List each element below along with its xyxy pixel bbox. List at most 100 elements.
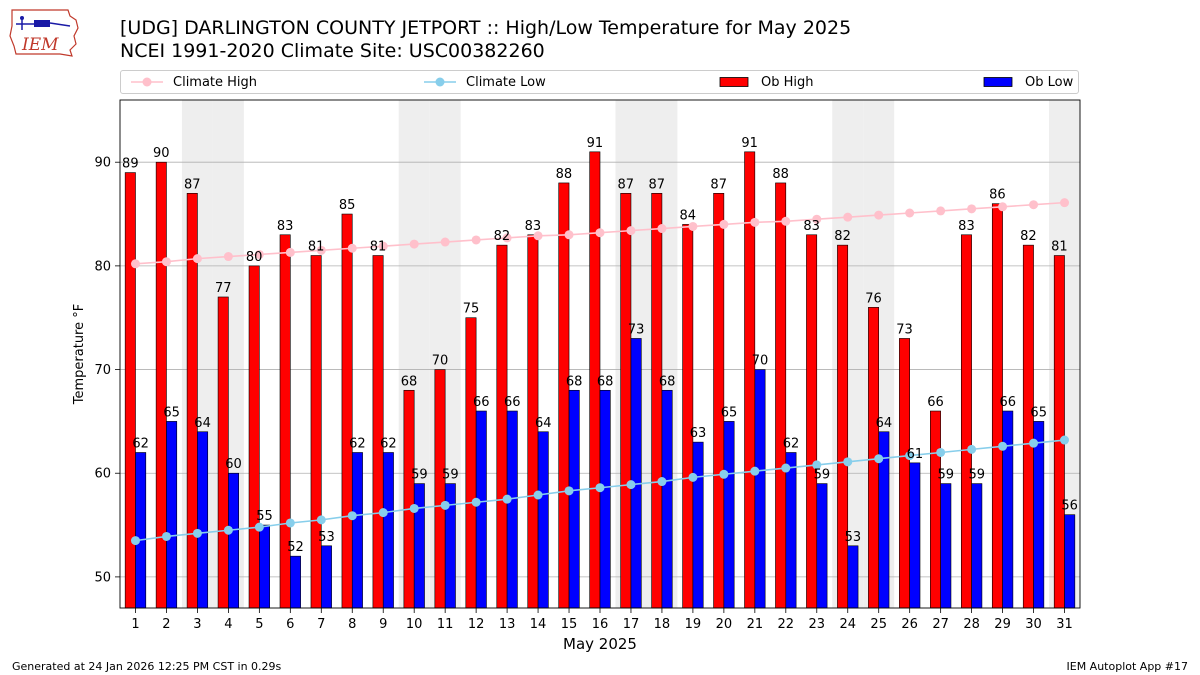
data-label-ob-low: 63 (690, 426, 707, 441)
climate-high-point (1029, 200, 1039, 210)
climate-low-point (161, 531, 171, 541)
data-label-ob-low: 73 (628, 322, 645, 337)
bar-ob-high (930, 410, 941, 609)
x-tick-label: 27 (932, 617, 949, 632)
bar-ob-high (1022, 244, 1034, 609)
climate-high-point (626, 226, 636, 236)
bar-ob-low (1064, 514, 1076, 609)
climate-low-point (936, 447, 946, 457)
y-axis-label: Temperature °F (72, 304, 87, 405)
data-label-ob-high: 86 (989, 188, 1006, 203)
x-tick-label: 29 (994, 617, 1011, 632)
data-label-ob-low: 59 (938, 468, 955, 483)
bar-ob-high (620, 193, 632, 609)
x-tick-label: 22 (778, 617, 795, 632)
y-tick-label: 60 (94, 467, 111, 482)
climate-high-point (347, 243, 357, 253)
x-tick-label: 30 (1025, 617, 1042, 632)
climate-low-point (595, 483, 605, 493)
climate-low-point (967, 444, 977, 454)
x-axis-label: May 2025 (563, 635, 637, 653)
data-label-ob-high: 90 (153, 146, 170, 161)
data-label-ob-high: 83 (803, 219, 820, 234)
data-label-ob-low: 66 (504, 395, 521, 410)
data-label-ob-low: 65 (163, 405, 180, 420)
footer-generated: Generated at 24 Jan 2026 12:25 PM CST in… (12, 660, 282, 673)
climate-high-point (595, 228, 605, 238)
bar-ob-high (558, 182, 570, 609)
data-label-ob-high: 84 (679, 208, 696, 223)
x-tick-label: 8 (348, 617, 356, 632)
bar-ob-low (413, 483, 425, 609)
bar-ob-high (899, 338, 910, 609)
data-label-ob-high: 83 (277, 219, 294, 234)
bar-ob-high (1053, 255, 1065, 609)
bar-ob-high (372, 255, 384, 609)
bar-ob-high (434, 369, 446, 609)
data-label-ob-low: 70 (752, 354, 769, 369)
data-label-ob-high: 66 (927, 395, 944, 410)
bar-ob-high (682, 224, 694, 609)
bar-ob-low (909, 462, 921, 609)
climate-high-point (688, 221, 698, 231)
bar-ob-low (506, 410, 518, 609)
data-label-ob-high: 91 (587, 136, 604, 151)
x-tick-label: 21 (747, 617, 764, 632)
climate-high-point (843, 212, 853, 222)
climate-low-point (626, 480, 636, 490)
bar-ob-low (475, 410, 487, 609)
data-label-ob-high: 81 (370, 240, 387, 255)
x-tick-label: 23 (809, 617, 826, 632)
data-label-ob-low: 62 (380, 436, 397, 451)
data-label-ob-low: 68 (659, 374, 676, 389)
climate-low-point (254, 522, 264, 532)
climate-high-point (564, 230, 574, 240)
bar-ob-low (785, 452, 797, 609)
climate-low-point (688, 472, 698, 482)
climate-low-point (471, 497, 481, 507)
x-tick-label: 15 (561, 617, 578, 632)
y-tick-label: 70 (94, 363, 111, 378)
x-tick-label: 17 (623, 617, 640, 632)
climate-low-point (998, 441, 1008, 451)
bar-ob-low (661, 389, 673, 609)
data-label-ob-low: 62 (132, 436, 149, 451)
x-tick-label: 20 (716, 617, 733, 632)
climate-low-point (1060, 435, 1070, 445)
x-tick-label: 2 (162, 617, 170, 632)
data-label-ob-high: 75 (463, 302, 480, 317)
climate-high-point (812, 214, 822, 224)
data-label-ob-high: 82 (834, 229, 851, 244)
data-label-ob-high: 88 (556, 167, 573, 182)
chart-title: [UDG] DARLINGTON COUNTY JETPORT :: High/… (120, 17, 852, 39)
climate-high-point (471, 235, 481, 245)
climate-low-point (192, 528, 202, 538)
x-tick-label: 11 (437, 617, 454, 632)
x-tick-label: 24 (839, 617, 856, 632)
climate-high-point (378, 241, 388, 251)
data-label-ob-high: 83 (525, 219, 542, 234)
data-label-ob-high: 82 (1020, 229, 1037, 244)
climate-high-point (998, 202, 1008, 212)
bar-ob-low (754, 369, 766, 609)
climate-low-point (223, 525, 233, 535)
data-label-ob-low: 65 (1030, 405, 1047, 420)
climate-high-point (1060, 198, 1070, 208)
data-label-ob-low: 59 (969, 468, 986, 483)
data-label-ob-low: 65 (721, 405, 738, 420)
y-tick-label: 80 (94, 259, 111, 274)
bar-ob-high (713, 193, 725, 609)
climate-low-point (812, 460, 822, 470)
legend-item-climate-low: Climate Low (424, 71, 546, 93)
data-label-ob-high: 85 (339, 198, 356, 213)
climate-high-point (316, 245, 326, 255)
bar-ob-low (940, 483, 952, 609)
data-label-ob-low: 68 (597, 374, 614, 389)
bar-ob-low (1002, 410, 1014, 609)
legend-item-ob-low: Ob Low (983, 71, 1073, 93)
legend-label-climate-low: Climate Low (466, 74, 546, 90)
climate-low-point (843, 457, 853, 467)
data-label-ob-low: 53 (318, 530, 335, 545)
x-tick-label: 31 (1056, 617, 1073, 632)
climate-low-point (533, 490, 543, 500)
